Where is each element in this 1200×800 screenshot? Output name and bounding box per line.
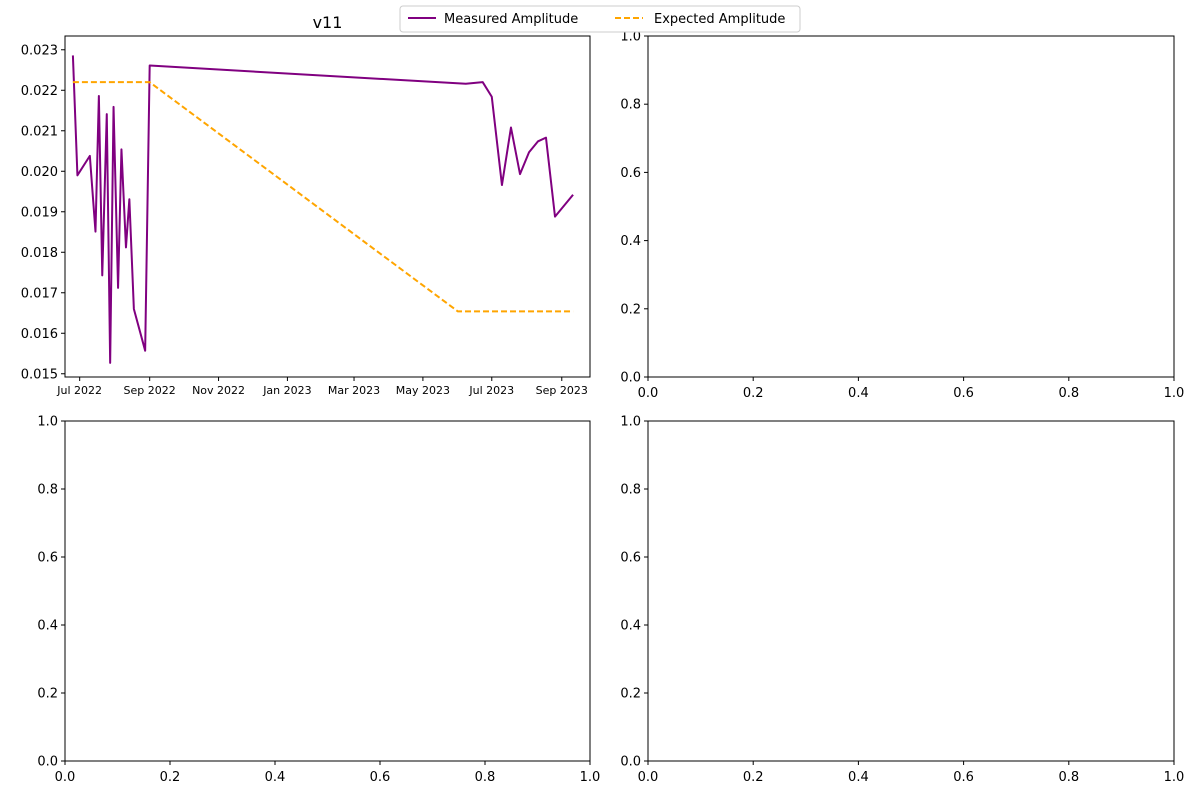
y-tick-label: 1.0 <box>620 30 641 45</box>
x-tick-label: 0.6 <box>953 386 974 401</box>
y-tick-label: 0.018 <box>21 246 58 261</box>
y-tick-label: 0.019 <box>21 205 58 220</box>
axes-frame <box>64 35 591 378</box>
y-tick-label: 0.2 <box>620 687 641 702</box>
x-tick-label: 0.6 <box>953 770 974 785</box>
x-tick-label: 0.2 <box>160 770 181 785</box>
axes-frame <box>64 420 591 762</box>
x-tick-label: Jul 2023 <box>468 384 514 397</box>
legend-label-expected: Expected Amplitude <box>654 12 785 27</box>
legend-frame <box>399 5 801 33</box>
y-tick-label: 0.0 <box>37 755 58 770</box>
x-tick-label: 0.6 <box>370 770 391 785</box>
y-tick-label: 0.020 <box>21 165 58 180</box>
x-tick-label: 0.4 <box>265 770 286 785</box>
y-tick-label: 0.8 <box>620 483 641 498</box>
y-tick-label: 0.6 <box>37 551 58 566</box>
x-tick-label: Nov 2022 <box>192 384 245 397</box>
x-tick-label: 0.2 <box>743 770 764 785</box>
x-tick-label: 1.0 <box>1164 386 1185 401</box>
subplot-3: 0.0 0.2 0.4 0.6 0.8 1.0 0.0 0.2 0.4 0.6 0.8 1.0 <box>37 415 600 786</box>
x-tick-label: 0.2 <box>743 386 764 401</box>
legend-label-measured: Measured Amplitude <box>444 12 578 27</box>
subplot-2: 0.0 0.2 0.4 0.6 0.8 1.0 0.0 0.2 0.4 0.6 0.8 1.0 <box>620 30 1184 402</box>
x-tick-label: 1.0 <box>580 770 601 785</box>
axes-layer: 0.015 0.016 0.017 0.018 0.019 0.020 0.021 0.022… <box>21 13 1185 785</box>
y-tick-label: 0.8 <box>37 483 58 498</box>
series-line-measured-amplitude <box>71 55 574 364</box>
y-tick-label: 0.0 <box>620 371 641 386</box>
x-tick-label: 0.8 <box>1058 386 1079 401</box>
x-tick-label: Mar 2023 <box>328 384 380 397</box>
y-tick-label: 1.0 <box>37 415 58 430</box>
x-tick-label: May 2023 <box>396 384 450 397</box>
y-tick-label: 0.4 <box>37 619 58 634</box>
x-tick-label: Sep 2023 <box>536 384 588 397</box>
x-tick-label: 0.8 <box>1058 770 1079 785</box>
legend: Measured Amplitude Expected Amplitude <box>399 5 801 33</box>
y-tick-label: 0.6 <box>620 166 641 181</box>
x-tick-label: 0.0 <box>638 770 659 785</box>
x-tick-label: 0.4 <box>848 386 869 401</box>
x-tick-label: Sep 2022 <box>124 384 176 397</box>
y-tick-label: 0.6 <box>620 551 641 566</box>
y-tick-label: 0.8 <box>620 98 641 113</box>
x-tick-label: 1.0 <box>1164 770 1185 785</box>
y-tick-label: 0.2 <box>37 687 58 702</box>
y-tick-label: 0.021 <box>21 124 58 139</box>
y-tick-label: 0.4 <box>620 234 641 249</box>
axes-frame <box>647 420 1175 762</box>
y-tick-label: 0.015 <box>21 367 58 382</box>
subplot-title: v11 <box>313 13 343 32</box>
y-tick-label: 0.2 <box>620 302 641 317</box>
subplot-1: 0.015 0.016 0.017 0.018 0.019 0.020 0.021 0.022… <box>21 13 591 397</box>
y-tick-label: 0.023 <box>21 43 58 58</box>
y-tick-label: 0.0 <box>620 755 641 770</box>
y-tick-label: 0.016 <box>21 327 58 342</box>
x-tick-label: Jul 2022 <box>56 384 102 397</box>
x-tick-label: 0.8 <box>475 770 496 785</box>
x-tick-label: 0.4 <box>848 770 869 785</box>
y-tick-label: 0.4 <box>620 619 641 634</box>
x-tick-label: Jan 2023 <box>262 384 311 397</box>
series-line-expected-amplitude <box>72 81 574 313</box>
subplot-4: 0.0 0.2 0.4 0.6 0.8 1.0 0.0 0.2 0.4 0.6 0.8 1.0 <box>620 415 1184 786</box>
x-tick-label: 0.0 <box>638 386 659 401</box>
axes-frame <box>647 35 1175 378</box>
y-tick-label: 0.022 <box>21 84 58 99</box>
y-tick-label: 0.017 <box>21 286 58 301</box>
y-tick-label: 1.0 <box>620 415 641 430</box>
x-tick-label: 0.0 <box>55 770 76 785</box>
